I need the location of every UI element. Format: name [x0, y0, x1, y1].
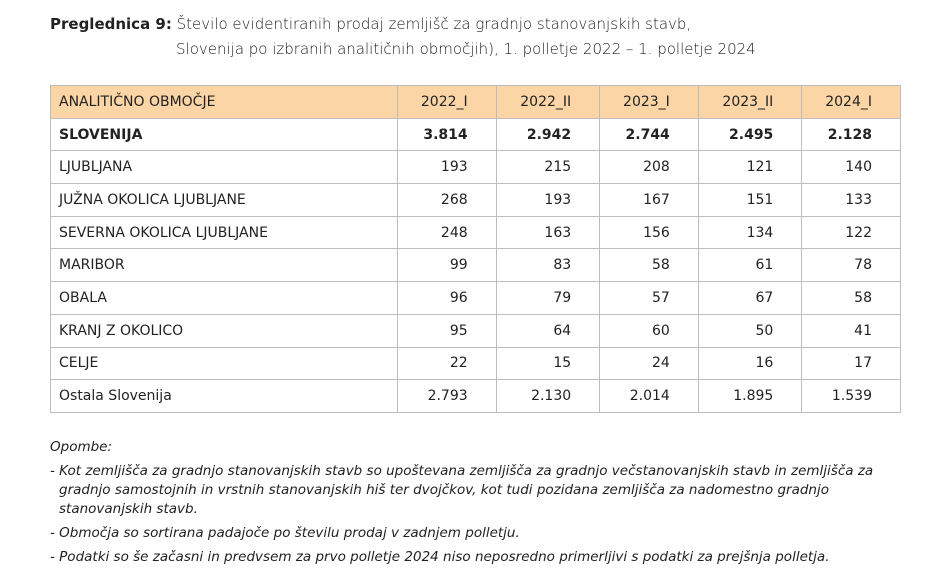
value-cell: 151 [697, 183, 803, 217]
value-cell: 58 [801, 281, 901, 315]
table-row: SEVERNA OKOLICA LJUBLJANE 248 163 156 134 122 [50, 215, 901, 250]
value-cell: 163 [495, 215, 601, 250]
value-cell: 67 [697, 281, 803, 315]
value-cell: 83 [495, 248, 601, 283]
table-row: LJUBLJANA 193 215 208 121 140 [50, 150, 901, 185]
table-row: MARIBOR 99 83 58 61 78 [50, 248, 901, 283]
value-cell: 2.793 [397, 379, 497, 413]
area-name-cell: OBALA [50, 281, 398, 315]
value-cell: 134 [697, 215, 803, 250]
caption-label: Preglednica 9: [50, 15, 172, 33]
value-cell: 50 [697, 313, 803, 348]
table-caption: Preglednica 9: Število evidentiranih pro… [50, 12, 756, 62]
note-item: - Kot zemljišča za gradnjo stanovanjskih… [50, 463, 874, 517]
area-name-cell: JUŽNA OKOLICA LJUBLJANE [50, 183, 398, 217]
value-cell: 2.128 [801, 117, 901, 152]
table-row: JUŽNA OKOLICA LJUBLJANE 268 193 167 151 133 [50, 183, 901, 217]
notes: Opombe: - Kot zemljišča za gradnjo stano… [50, 438, 905, 572]
area-name-cell: Ostala Slovenija [50, 379, 398, 413]
value-cell: 193 [495, 183, 601, 217]
column-header-area: ANALITIČNO OBMOČJE [50, 85, 398, 119]
value-cell: 79 [495, 281, 601, 315]
value-cell: 61 [697, 248, 803, 283]
value-cell: 167 [599, 183, 699, 217]
table-row: OBALA 96 79 57 67 58 [50, 281, 901, 315]
value-cell: 64 [495, 313, 601, 348]
value-cell: 16 [697, 346, 803, 381]
value-cell: 268 [397, 183, 497, 217]
column-header-period: 2023_II [697, 85, 803, 119]
value-cell: 133 [801, 183, 901, 217]
value-cell: 156 [599, 215, 699, 250]
area-name-cell: SLOVENIJA [50, 117, 398, 152]
value-cell: 2.014 [599, 379, 699, 413]
area-name-cell: LJUBLJANA [50, 150, 398, 185]
value-cell: 140 [801, 150, 901, 185]
caption-line-2: Slovenija po izbranih analitičnih območj… [176, 40, 756, 58]
note-item: - Podatki so še začasni in predvsem za p… [50, 549, 830, 565]
caption-line-1: Število evidentiranih prodaj zemljišč za… [176, 15, 692, 33]
value-cell: 60 [599, 313, 699, 348]
table-row: Ostala Slovenija 2.793 2.130 2.014 1.895 1.53… [50, 379, 901, 413]
area-name-cell: MARIBOR [50, 248, 398, 283]
value-cell: 78 [801, 248, 901, 283]
value-cell: 15 [495, 346, 601, 381]
value-cell: 41 [801, 313, 901, 348]
table-header-row: ANALITIČNO OBMOČJE 2022_I 2022_II 2023_I 202… [50, 85, 901, 119]
column-header-period: 2024_I [801, 85, 901, 119]
area-name-cell: SEVERNA OKOLICA LJUBLJANE [50, 215, 398, 250]
value-cell: 2.744 [599, 117, 699, 152]
value-cell: 2.942 [495, 117, 601, 152]
value-cell: 121 [697, 150, 803, 185]
value-cell: 57 [599, 281, 699, 315]
value-cell: 95 [397, 313, 497, 348]
notes-heading: Opombe: [50, 439, 113, 455]
column-header-period: 2023_I [599, 85, 699, 119]
data-table: ANALITIČNO OBMOČJE 2022_I 2022_II 2023_I 202… [50, 85, 901, 413]
value-cell: 3.814 [397, 117, 497, 152]
value-cell: 208 [599, 150, 699, 185]
value-cell: 1.539 [801, 379, 901, 413]
table-row: CELJE 22 15 24 16 17 [50, 346, 901, 381]
value-cell: 1.895 [697, 379, 803, 413]
area-name-cell: KRANJ Z OKOLICO [50, 313, 398, 348]
value-cell: 96 [397, 281, 497, 315]
value-cell: 2.495 [697, 117, 803, 152]
column-header-period: 2022_II [495, 85, 601, 119]
value-cell: 215 [495, 150, 601, 185]
value-cell: 122 [801, 215, 901, 250]
value-cell: 2.130 [495, 379, 601, 413]
note-item: - Območja so sortirana padajoče po števi… [50, 525, 520, 541]
value-cell: 58 [599, 248, 699, 283]
value-cell: 24 [599, 346, 699, 381]
table-row: SLOVENIJA 3.814 2.942 2.744 2.495 2.128 [50, 117, 901, 152]
value-cell: 22 [397, 346, 497, 381]
column-header-period: 2022_I [397, 85, 497, 119]
table-row: KRANJ Z OKOLICO 95 64 60 50 41 [50, 313, 901, 348]
area-name-cell: CELJE [50, 346, 398, 381]
value-cell: 17 [801, 346, 901, 381]
value-cell: 248 [397, 215, 497, 250]
value-cell: 99 [397, 248, 497, 283]
value-cell: 193 [397, 150, 497, 185]
